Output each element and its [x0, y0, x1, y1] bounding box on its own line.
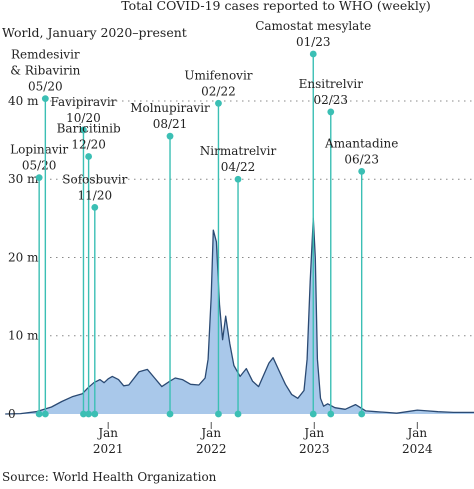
annotation-base-dot	[358, 410, 366, 418]
y-tick-label: 10 m	[8, 329, 39, 343]
x-axis-ticks: Jan 2021 Jan 2022 Jan 2023 Jan 2024	[93, 422, 433, 456]
annotation-top-dot	[309, 50, 317, 58]
y-tick-label: 30 m	[8, 172, 39, 186]
annotation: Lopinavir 05/20	[10, 143, 68, 418]
annotation-base-dot	[166, 410, 174, 418]
annotation-top-dot	[35, 174, 43, 182]
y-axis-ticks: 0 10 m 20 m 30 m 40 m	[8, 94, 39, 421]
x-tick-label: 2024	[402, 442, 433, 456]
annotation: Amantadine 06/23	[324, 136, 398, 418]
chart-title: Total COVID-19 cases reported to WHO (we…	[121, 0, 431, 13]
annotation-base-dot	[41, 410, 49, 418]
gridlines	[50, 100, 474, 337]
annotation: Nirmatrelvir 04/22	[200, 144, 277, 418]
annotation-label: 05/20	[22, 159, 57, 173]
annotation-label: 01/23	[296, 35, 331, 49]
annotation-label: 12/20	[71, 138, 106, 152]
x-tick-label: Jan	[199, 426, 221, 440]
annotation-top-dot	[327, 108, 335, 116]
annotation-label: Baricitinib	[57, 122, 121, 136]
y-tick-label: 20 m	[8, 250, 39, 264]
annotation-label: 05/20	[28, 80, 63, 94]
annotation-base-dot	[80, 410, 87, 418]
annotation-top-dot	[85, 153, 93, 160]
annotation-top-dot	[41, 95, 49, 103]
annotation-base-dot	[91, 410, 99, 418]
annotation: Favipiravir 10/20	[50, 95, 117, 418]
annotation: Molnupiravir 08/21	[130, 101, 210, 418]
annotation: Sofosbuvir 11/20	[62, 172, 128, 418]
annotation-label: Remdesivir	[11, 48, 80, 62]
annotation-top-dot	[166, 132, 174, 140]
chart-subtitle: World, January 2020–present	[2, 25, 187, 40]
cases-line	[5, 217, 474, 415]
y-tick-label: 0	[8, 407, 16, 421]
annotation-base-dot	[234, 410, 242, 418]
annotation: Ensitrelvir 02/23	[299, 77, 364, 418]
annotation-label: Umifenovir	[184, 68, 252, 82]
annotation-top-dot	[358, 167, 366, 175]
annotation-base-dot	[327, 410, 335, 418]
annotation: Umifenovir 02/22	[184, 68, 253, 418]
annotation: Baricitinib 12/20	[57, 122, 121, 418]
annotation-top-dot	[80, 126, 87, 134]
annotation-label: & Ribavirin	[10, 64, 80, 78]
annotation-top-dot	[91, 203, 99, 211]
x-tick-label: Jan	[302, 426, 324, 440]
annotation-label: 11/20	[78, 188, 113, 202]
annotation-label: Molnupiravir	[130, 101, 210, 115]
annotation-label: Favipiravir	[50, 95, 116, 109]
annotation-label: 06/23	[344, 152, 379, 166]
chart-source: Source: World Health Organization	[2, 470, 217, 484]
x-tick-label: Jan	[96, 426, 118, 440]
cases-area-series	[5, 217, 474, 415]
annotation: Remdesivir & Ribavirin 05/20	[10, 48, 81, 418]
x-tick-label: Jan	[405, 426, 427, 440]
annotation-label: 02/23	[313, 93, 348, 107]
annotation-label: Sofosbuvir	[62, 172, 127, 186]
annotation-top-dot	[234, 175, 242, 183]
annotation-label: 02/22	[201, 84, 236, 98]
drug-annotations: Lopinavir 05/20 Remdesivir & Ribavirin 05/20…	[10, 19, 398, 418]
annotation-label: Amantadine	[324, 136, 398, 150]
x-tick-label: 2022	[196, 442, 227, 456]
annotation-base-dot	[35, 410, 43, 418]
x-tick-label: 2023	[299, 442, 330, 456]
annotation-base-dot	[215, 410, 222, 418]
annotation-base-dot	[309, 410, 317, 418]
annotation-top-dot	[215, 99, 222, 107]
annotation-base-dot	[85, 410, 93, 418]
annotation-label: Lopinavir	[10, 143, 68, 157]
annotation-label: 10/20	[66, 111, 101, 125]
annotation-label: 08/21	[153, 117, 188, 131]
annotation-label: Nirmatrelvir	[200, 144, 277, 158]
annotation-label: Camostat mesylate	[255, 19, 371, 33]
y-tick-label: 40 m	[8, 94, 39, 108]
annotation-label: 04/22	[221, 160, 256, 174]
annotation: Camostat mesylate 01/23	[255, 19, 371, 418]
x-tick-label: 2021	[93, 442, 124, 456]
annotation-label: Ensitrelvir	[299, 77, 364, 91]
cases-area-fill	[5, 218, 474, 414]
